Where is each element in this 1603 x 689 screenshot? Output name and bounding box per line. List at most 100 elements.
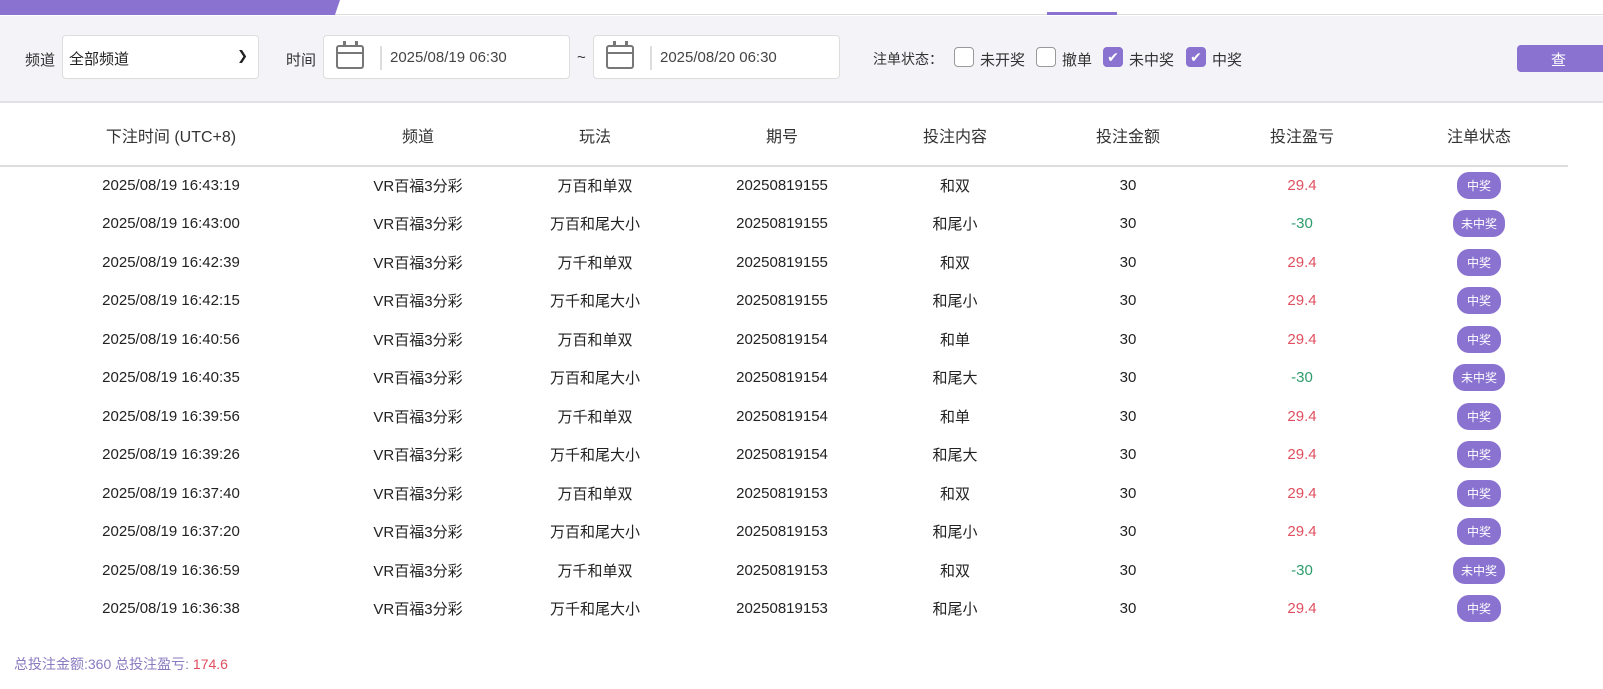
channel: VR百福3分彩 [373,370,463,388]
status-badge: 中奖 [1456,441,1501,469]
profit-loss: -30 [1291,369,1313,387]
query-button[interactable]: 查 [1517,45,1603,72]
status-badge: 未中奖 [1452,364,1505,392]
status-badge: 未中奖 [1452,556,1505,584]
profit-loss: 29.4 [1287,407,1317,425]
status: 中奖 [1390,436,1568,475]
issue-number: 20250819154 [736,446,828,464]
active-tab[interactable] [0,0,340,15]
bet-content: 和双 [939,178,970,196]
table-row: 2025/08/19 16:36:38 VR百福3分彩 万千和尾大小 20250819… [0,590,1568,629]
bet-time: 2025/08/19 16:39:56 [102,407,240,425]
bet-amount: 30 [1119,523,1137,541]
profit-loss: 29.4 [1287,600,1317,618]
checkbox-label: 撤单 [1062,52,1093,69]
profit-loss: 29.4 [1287,177,1317,195]
column-header: 下注时间 (UTC+8) [0,104,342,167]
profit-loss: 29.4 [1287,523,1317,541]
bet-content: 和单 [939,331,970,349]
table-row: 2025/08/19 16:39:26 VR百福3分彩 万千和尾大小 20250819… [0,436,1568,475]
profit-loss: 29.4 [1287,292,1317,310]
column-header: 投注内容 [868,104,1042,167]
checkbox-unopened[interactable] [954,47,974,67]
status-badge: 中奖 [1456,287,1501,315]
channel: VR百福3分彩 [373,293,463,311]
status: 中奖 [1390,590,1568,629]
bet-content: 和尾小 [932,216,978,234]
column-header: 投注盈亏 [1214,104,1390,167]
checkbox-cancelled[interactable] [1036,47,1056,67]
issue-number: 20250819153 [736,523,828,541]
status: 中奖 [1390,513,1568,552]
play-type: 万千和尾大小 [549,293,640,311]
bet-time: 2025/08/19 16:43:00 [102,215,240,233]
channel: VR百福3分彩 [373,178,463,196]
range-separator: ~ [577,49,586,66]
bet-content: 和尾小 [932,293,978,311]
bet-time: 2025/08/19 16:40:35 [102,369,240,387]
channel: VR百福3分彩 [373,331,463,349]
status-badge: 中奖 [1456,595,1501,623]
channel-value: 全部频道 [69,51,130,68]
bet-amount: 30 [1119,292,1137,310]
start-date-input[interactable]: 2025/08/19 06:30 [323,35,570,79]
issue-number: 20250819154 [736,330,828,348]
total-pl-value: 174.6 [192,656,228,672]
status-badge: 中奖 [1456,518,1501,546]
checkbox-not-won[interactable]: ✔ [1103,47,1123,67]
play-type: 万百和单双 [557,485,633,503]
table-row: 2025/08/19 16:40:56 VR百福3分彩 万百和单双 202508191… [0,320,1568,359]
status-badge: 中奖 [1456,402,1501,430]
bet-amount: 30 [1119,484,1137,502]
channel: VR百福3分彩 [373,485,463,503]
channel: VR百福3分彩 [373,562,463,580]
bet-amount: 30 [1119,600,1137,618]
bet-time: 2025/08/19 16:37:20 [102,523,240,541]
bet-time: 2025/08/19 16:36:38 [102,600,240,618]
channel: VR百福3分彩 [373,447,463,465]
bet-amount: 30 [1119,215,1137,233]
bet-time: 2025/08/19 16:42:39 [102,253,240,271]
profit-loss: -30 [1291,215,1313,233]
table-row: 2025/08/19 16:43:19 VR百福3分彩 万百和单双 202508191… [0,166,1568,205]
bet-amount: 30 [1119,561,1137,579]
issue-number: 20250819155 [736,215,828,233]
time-label: 时间 [286,52,317,69]
play-type: 万百和尾大小 [549,370,640,388]
bet-time: 2025/08/19 16:39:26 [102,446,240,464]
end-date-input[interactable]: 2025/08/20 06:30 [593,35,840,79]
play-type: 万千和单双 [557,408,633,426]
bet-amount: 30 [1119,330,1137,348]
bet-content: 和尾小 [932,601,978,619]
play-type: 万千和尾大小 [549,447,640,465]
play-type: 万百和单双 [557,331,633,349]
issue-number: 20250819153 [736,484,828,502]
status: 中奖 [1390,474,1568,513]
top-tab-bar [0,0,1603,15]
checkbox-won[interactable]: ✔ [1186,47,1206,67]
bet-table: 下注时间 (UTC+8) 频道 玩法 期号 投注内容 投注金额 投注盈亏 注单状态 2025/… [0,104,1568,628]
status: 未中奖 [1390,359,1568,398]
issue-number: 20250819153 [736,561,828,579]
profit-loss: -30 [1291,561,1313,579]
play-type: 万百和尾大小 [549,216,640,234]
bet-amount: 30 [1119,446,1137,464]
channel-select[interactable]: 全部频道 ❯ [62,35,259,79]
calendar-icon [606,41,634,69]
status: 未中奖 [1390,551,1568,590]
table-row: 2025/08/19 16:37:20 VR百福3分彩 万百和尾大小 20250819… [0,513,1568,552]
channel: VR百福3分彩 [373,601,463,619]
issue-number: 20250819154 [736,369,828,387]
play-type: 万百和尾大小 [549,524,640,542]
checkbox-label: 未开奖 [980,52,1026,69]
bet-time: 2025/08/19 16:40:56 [102,330,240,348]
total-bet-value: 360 [87,656,112,672]
checkbox-label: 中奖 [1212,52,1243,69]
status: 中奖 [1390,397,1568,436]
channel: VR百福3分彩 [373,524,463,542]
play-type: 万百和单双 [557,178,633,196]
total-pl-label: 总投注盈亏: [115,656,190,672]
bet-amount: 30 [1119,253,1137,271]
channel-label: 频道 [25,52,56,69]
start-date-value: 2025/08/19 06:30 [390,49,507,66]
